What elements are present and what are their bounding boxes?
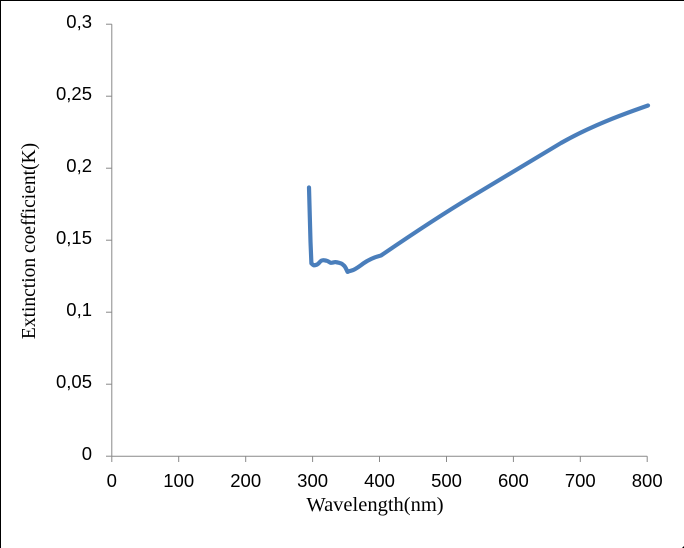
svg-text:0: 0 <box>82 443 92 464</box>
svg-text:400: 400 <box>364 470 395 491</box>
svg-text:100: 100 <box>163 470 194 491</box>
svg-text:0,3: 0,3 <box>66 11 92 32</box>
svg-text:800: 800 <box>632 470 663 491</box>
svg-text:700: 700 <box>565 470 596 491</box>
svg-text:500: 500 <box>431 470 462 491</box>
svg-text:Extinction coefficient(K): Extinction coefficient(K) <box>19 143 40 339</box>
svg-text:0,2: 0,2 <box>66 155 92 176</box>
svg-text:0,05: 0,05 <box>56 371 92 392</box>
svg-text:300: 300 <box>297 470 328 491</box>
svg-text:0,1: 0,1 <box>66 299 92 320</box>
svg-text:0,15: 0,15 <box>56 227 92 248</box>
svg-text:600: 600 <box>498 470 529 491</box>
svg-text:200: 200 <box>230 470 261 491</box>
svg-text:0: 0 <box>107 470 117 491</box>
svg-text:0,25: 0,25 <box>56 83 92 104</box>
svg-text:Wavelength(nm): Wavelength(nm) <box>306 494 443 516</box>
